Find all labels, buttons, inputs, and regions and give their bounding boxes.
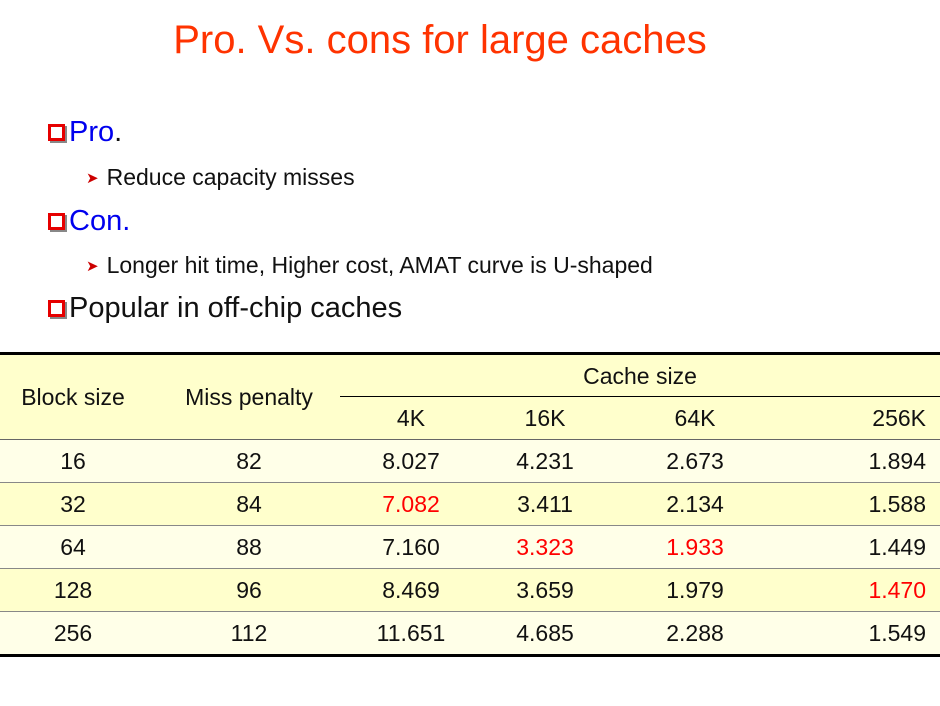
pro-dot: .	[114, 116, 123, 148]
cell-value: 4.231	[470, 439, 620, 483]
cell-value: 1.894	[770, 439, 940, 483]
cell-value-min: 3.323	[470, 525, 620, 569]
cell-block: 64	[0, 525, 146, 569]
cell-value: 3.411	[470, 482, 620, 526]
arrow-bullet-icon: ➤	[86, 257, 99, 275]
cell-penalty: 88	[146, 525, 352, 569]
header-size-16k: 16K	[470, 397, 620, 440]
cell-penalty: 84	[146, 482, 352, 526]
cell-value-min: 1.470	[770, 568, 940, 612]
cell-value: 2.288	[620, 611, 770, 654]
arrow-bullet-icon: ➤	[86, 169, 99, 187]
cell-value: 11.651	[352, 611, 470, 654]
checkbox-bullet-icon	[48, 124, 65, 141]
header-block-size: Block size	[0, 355, 146, 440]
checkbox-bullet-icon	[48, 300, 65, 317]
cell-value-min: 7.082	[352, 482, 470, 526]
header-size-4k: 4K	[352, 397, 470, 440]
cell-penalty: 96	[146, 568, 352, 612]
cell-value: 2.134	[620, 482, 770, 526]
cell-block: 16	[0, 439, 146, 483]
bullet-popular: Popular in off-chip caches	[48, 292, 402, 325]
cell-block: 32	[0, 482, 146, 526]
popular-text: Popular in off-chip caches	[69, 292, 403, 324]
header-size-64k: 64K	[620, 397, 770, 440]
sub-bullet-pro: ➤ Reduce capacity misses	[86, 164, 355, 191]
cell-value: 1.979	[620, 568, 770, 612]
cell-value: 1.449	[770, 525, 940, 569]
table-row: 32 84 7.082 3.411 2.134 1.588	[0, 482, 940, 526]
cell-block: 256	[0, 611, 146, 654]
table-row: 256 112 11.651 4.685 2.288 1.549	[0, 611, 940, 654]
header-miss-penalty: Miss penalty	[146, 355, 352, 440]
table-row: 128 96 8.469 3.659 1.979 1.470	[0, 568, 940, 612]
table-row: 16 82 8.027 4.231 2.673 1.894	[0, 439, 940, 483]
amat-table: Block size Miss penalty Cache size 4K 16…	[0, 352, 940, 657]
con-label: Con.	[69, 205, 131, 237]
header-cache-size: Cache size	[340, 355, 940, 397]
cell-penalty: 112	[146, 611, 352, 654]
cell-value: 2.673	[620, 439, 770, 483]
cell-value: 8.469	[352, 568, 470, 612]
checkbox-bullet-icon	[48, 213, 65, 230]
bullet-pro: Pro.	[48, 116, 122, 149]
cell-value-min: 1.933	[620, 525, 770, 569]
cell-value: 1.588	[770, 482, 940, 526]
cell-value: 3.659	[470, 568, 620, 612]
pro-sub-text: Reduce capacity misses	[106, 164, 355, 190]
cell-value: 7.160	[352, 525, 470, 569]
cell-penalty: 82	[146, 439, 352, 483]
slide-title: Pro. Vs. cons for large caches	[173, 18, 707, 62]
cell-value: 4.685	[470, 611, 620, 654]
cell-value: 8.027	[352, 439, 470, 483]
header-size-256k: 256K	[770, 397, 940, 440]
pro-label: Pro	[69, 116, 115, 148]
cell-block: 128	[0, 568, 146, 612]
bullet-con: Con.	[48, 205, 130, 238]
con-sub-text: Longer hit time, Higher cost, AMAT curve…	[106, 252, 653, 278]
table-row: 64 88 7.160 3.323 1.933 1.449	[0, 525, 940, 569]
cell-value: 1.549	[770, 611, 940, 654]
sub-bullet-con: ➤ Longer hit time, Higher cost, AMAT cur…	[86, 252, 653, 279]
